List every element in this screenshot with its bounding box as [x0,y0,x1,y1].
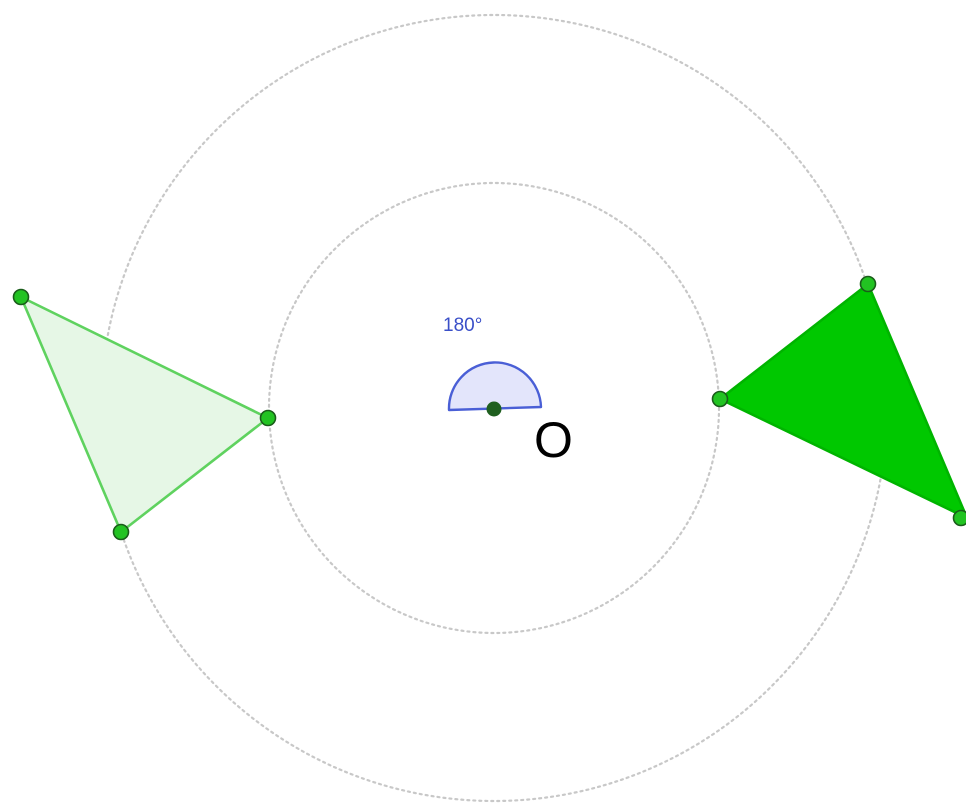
original-vertex[interactable] [259,409,277,427]
inner-guide-circle [267,181,721,635]
original-triangle[interactable] [19,295,270,534]
image-vertex[interactable] [711,390,729,408]
image-vertex[interactable] [859,275,877,293]
center-point[interactable] [486,401,502,417]
center-label: O [534,412,573,468]
original-vertex[interactable] [12,288,30,306]
image-vertex[interactable] [952,509,966,527]
angle-marker [447,361,543,412]
angle-label: 180° [443,315,482,336]
original-vertex[interactable] [112,523,130,541]
rotated-triangle[interactable] [718,282,966,519]
